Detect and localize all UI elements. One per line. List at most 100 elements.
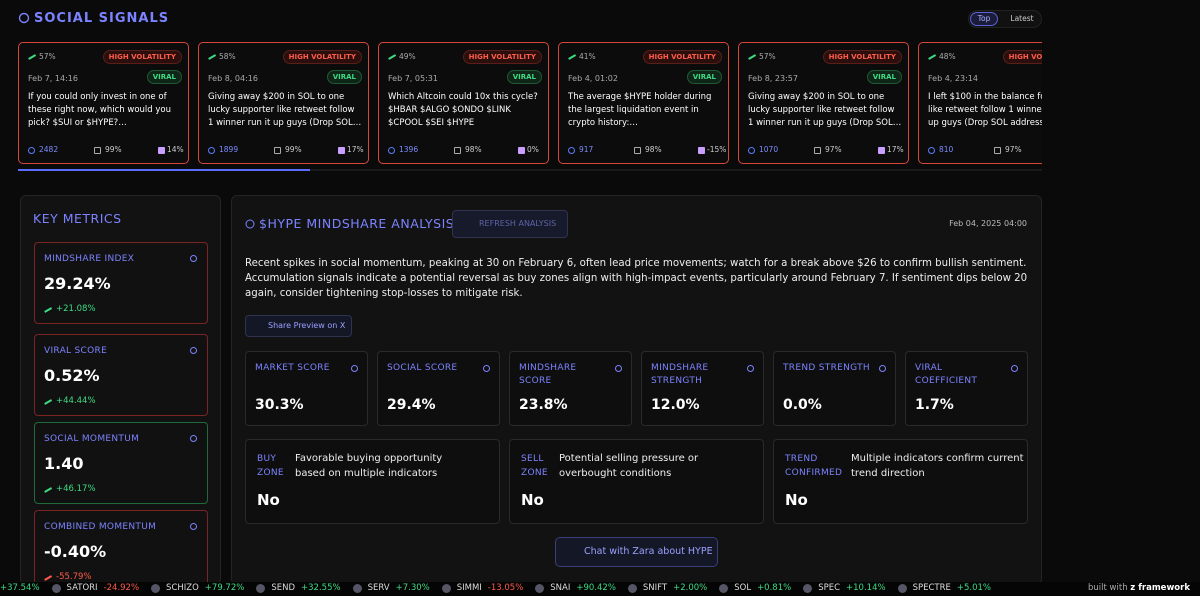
coin-change: +79.72%	[204, 583, 245, 593]
tab[interactable]: Latest	[1010, 14, 1034, 23]
icon	[190, 347, 197, 354]
tab[interactable]: Top	[970, 12, 998, 26]
viral-badge: VIRAL	[506, 70, 542, 84]
change-icon	[518, 147, 525, 154]
zone-card: BUY ZONE Favorable buying opportunity bas…	[245, 439, 500, 524]
score-card: TREND STRENGTH 0.0%	[773, 351, 896, 426]
metric-card: VIRAL SCORE 0.52% +44.44%	[34, 334, 208, 416]
refresh-button[interactable]: REFRESH ANALYSIS	[452, 210, 568, 238]
post-date: Feb 8, 04:16	[208, 74, 258, 83]
trend-line	[928, 54, 936, 60]
post-text: I left $100 in the balance for your like…	[928, 92, 1042, 128]
volatility-badge: HIGH VOLATILITY	[1002, 50, 1042, 64]
score-card: VIRAL COEFFICIENT 1.7%	[905, 351, 1028, 426]
coin-icon	[352, 583, 362, 593]
coin-name: SATORI	[66, 583, 98, 593]
likes: 2482	[39, 145, 59, 154]
metric-value: 1.40	[44, 454, 84, 473]
share-button[interactable]: Share Preview on X	[245, 315, 352, 337]
metric-card: SOCIAL MOMENTUM 1.40 +46.17%	[34, 422, 208, 504]
post-text: Giving away $200 in SOL to one lucky sup…	[208, 92, 355, 128]
coin-icon	[151, 583, 161, 593]
panel-title: KEY METRICS	[33, 211, 122, 226]
score-value: 1.7%	[915, 397, 954, 413]
zone-label: BUY ZONE	[257, 454, 284, 478]
trend-line	[44, 399, 52, 405]
key-metrics-panel: KEY METRICS MINDSHARE INDEX 29.24% +21.08%…	[20, 195, 221, 592]
coin-change: +5.01%	[956, 583, 991, 593]
coin-name: SNAI	[550, 583, 571, 593]
score-label: SOCIAL SCORE	[387, 363, 458, 373]
change-icon	[698, 147, 705, 154]
analysis-title: $HYPE MINDSHARE ANALYSIS	[259, 216, 455, 231]
coin-change: +32.55%	[301, 583, 341, 593]
score-value: 29.4%	[387, 397, 436, 413]
trend-line	[44, 575, 52, 581]
scroll-track	[18, 169, 1042, 171]
icon	[615, 365, 622, 372]
chat-icon	[18, 12, 30, 24]
icon	[928, 147, 935, 154]
metric-card: COMBINED MOMENTUM -0.40% -55.79%	[34, 510, 208, 592]
volatility-badge: HIGH VOLATILITY	[282, 50, 362, 64]
ticker-item: SPECTRE +5.01%	[897, 583, 991, 593]
zone-card: TREND CONFIRMED Multiple indicators confi…	[773, 439, 1028, 524]
ticker-item: SNIFT +2.00%	[627, 583, 707, 593]
coin-icon	[897, 583, 907, 593]
metric-label: SOCIAL MOMENTUM	[44, 434, 140, 444]
ticker-item: SOL +0.81%	[719, 583, 791, 593]
score-label: TREND STRENGTH	[783, 363, 870, 373]
zone-label: SELL ZONE	[521, 454, 548, 478]
footer-text: built with	[1088, 583, 1128, 593]
score-value: 12.0%	[651, 397, 700, 413]
coin-icon	[719, 583, 729, 593]
sentiment: 99%	[105, 145, 122, 154]
coin-change: +7.30%	[395, 583, 430, 593]
trend-value: 41%	[579, 52, 596, 61]
signal-card: 57% HIGH VOLATILITY Feb 8, 23:57 VIRAL Givin…	[738, 42, 909, 164]
icon	[879, 365, 886, 372]
change: -15%	[707, 145, 727, 154]
coin-icon	[51, 583, 61, 593]
coin-change: +10.14%	[846, 583, 886, 593]
change: 17%	[887, 145, 904, 154]
coin-name: SNIFT	[642, 583, 668, 593]
ticker-item: SATORI -24.92%	[51, 583, 139, 593]
icon	[190, 435, 197, 442]
icon	[208, 147, 215, 154]
volatility-badge: HIGH VOLATILITY	[642, 50, 722, 64]
volatility-badge: HIGH VOLATILITY	[102, 50, 182, 64]
ticker-row: +37.54% SATORI -24.92% SCHIZO +79.72% SEND +32…	[0, 583, 991, 593]
sentiment: 98%	[645, 145, 662, 154]
coin-name: SEND	[271, 583, 296, 593]
post-text: Giving away $200 in SOL to one lucky sup…	[748, 92, 895, 128]
coin-change: +37.54%	[0, 583, 40, 593]
ticker-item: SEND +32.55%	[256, 583, 341, 593]
post-text: The average $HYPE holder during the larg…	[568, 92, 712, 128]
zone-description: Multiple indicators confirm current tren…	[851, 453, 1024, 479]
icon	[748, 147, 755, 154]
icon	[994, 147, 1001, 154]
viral-badge: VIRAL	[686, 70, 722, 84]
ticker: +37.54% SATORI -24.92% SCHIZO +79.72% SEND +32…	[0, 582, 1200, 596]
icon	[747, 365, 754, 372]
metric-change: -55.79%	[56, 572, 92, 582]
score-card: MINDSHARE SCORE 23.8%	[509, 351, 632, 426]
change: 0%	[527, 145, 539, 154]
metric-label: COMBINED MOMENTUM	[44, 522, 157, 532]
icon	[634, 147, 641, 154]
ticker-item: SNAI +90.42%	[535, 583, 616, 593]
signal-card: 41% HIGH VOLATILITY Feb 4, 01:02 VIRAL The a…	[558, 42, 729, 164]
metric-value: 29.24%	[44, 274, 111, 293]
chat-button[interactable]: Chat with Zara about HYPE	[555, 537, 718, 567]
ticker-item: SERV +7.30%	[352, 583, 430, 593]
trend-value: 48%	[939, 52, 956, 61]
metric-value: -0.40%	[44, 542, 107, 561]
viral-badge: VIRAL	[866, 70, 902, 84]
post-text: Which Altcoin could 10x this cycle? $HBA…	[388, 92, 538, 128]
coin-icon	[441, 583, 451, 593]
likes: 1396	[399, 145, 419, 154]
sentiment: 98%	[465, 145, 482, 154]
post-date: Feb 8, 23:57	[748, 74, 798, 83]
trend-value: 57%	[39, 52, 56, 61]
